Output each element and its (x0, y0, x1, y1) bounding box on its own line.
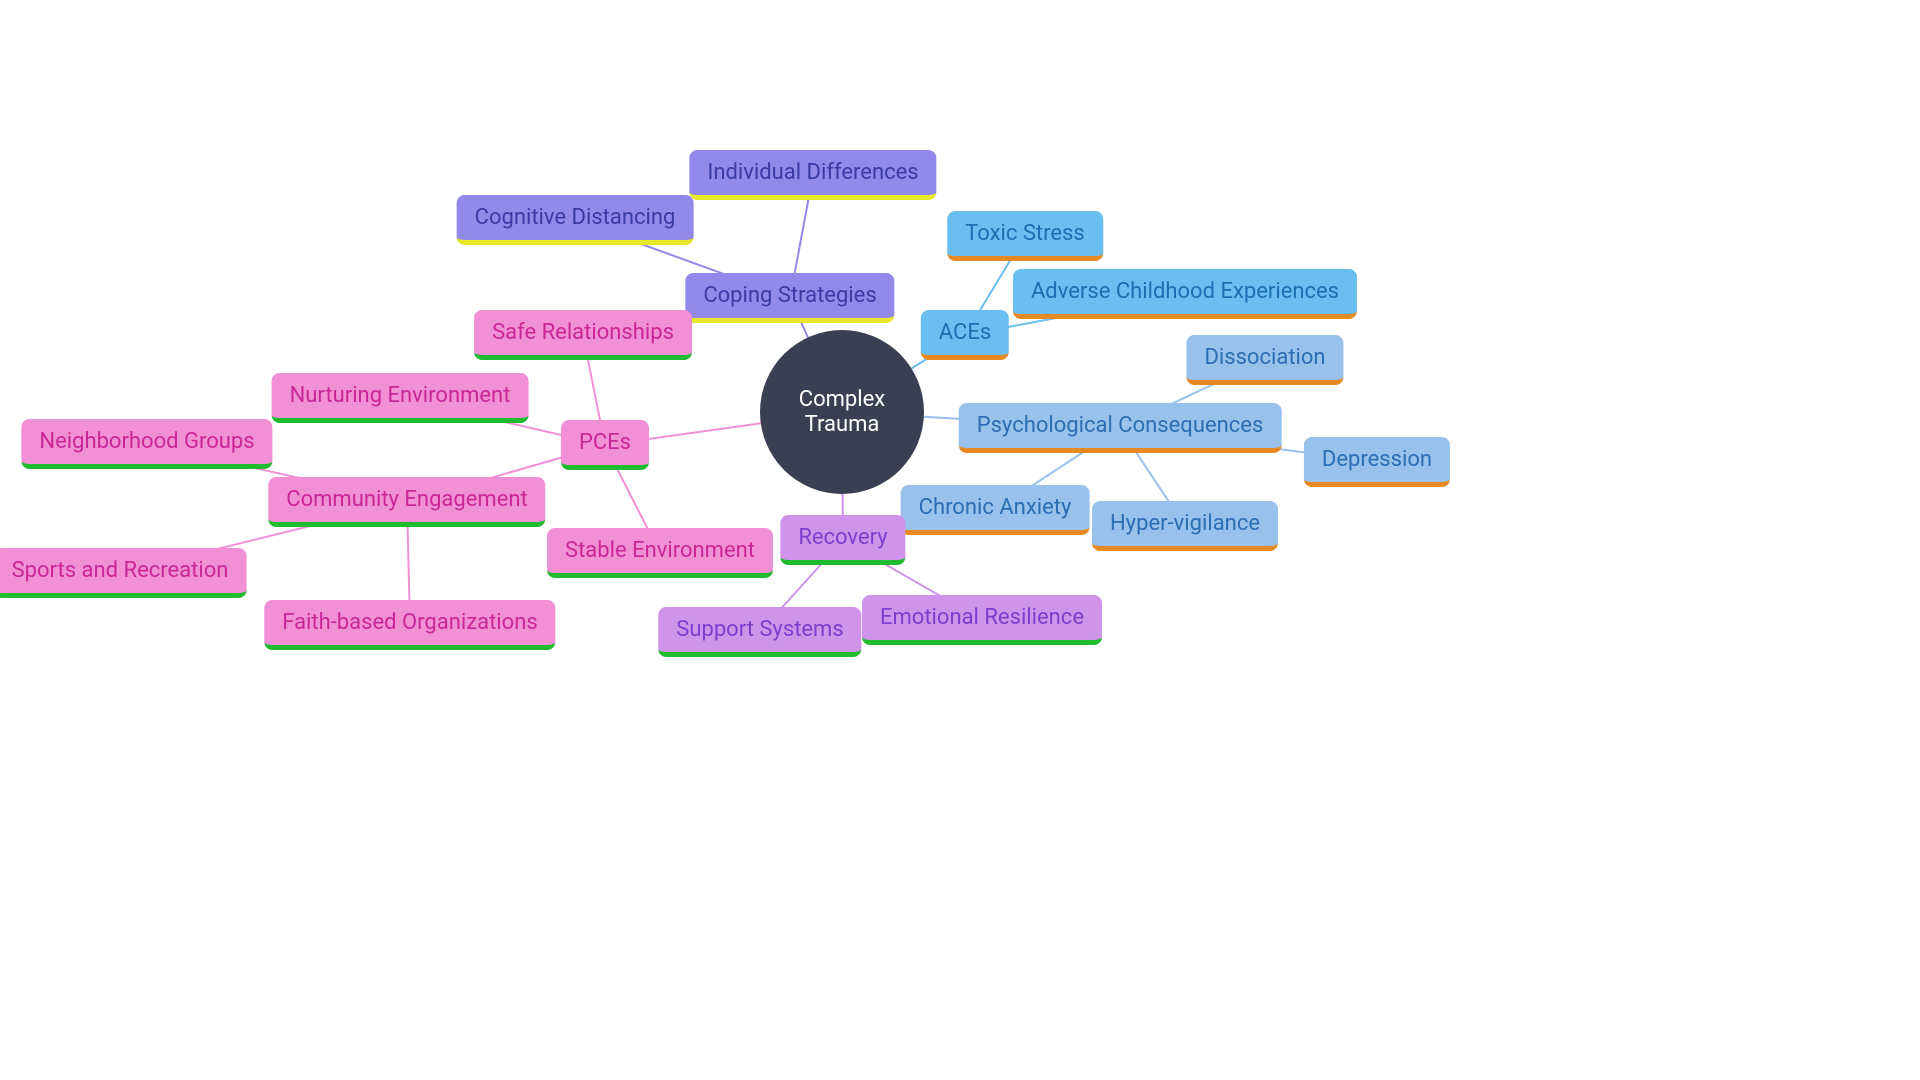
node-pces: PCEs (561, 420, 649, 470)
node-psych: Psychological Consequences (959, 403, 1282, 453)
node-individual: Individual Differences (689, 150, 936, 200)
node-support: Support Systems (658, 607, 861, 657)
node-coping: Coping Strategies (685, 273, 894, 323)
node-depress: Depression (1304, 437, 1450, 487)
node-adverse: Adverse Childhood Experiences (1013, 269, 1357, 319)
node-dissoc: Dissociation (1186, 335, 1343, 385)
node-community: Community Engagement (268, 477, 545, 527)
node-cognitive: Cognitive Distancing (457, 195, 694, 245)
node-emotional: Emotional Resilience (862, 595, 1102, 645)
node-faith: Faith-based Organizations (264, 600, 555, 650)
node-recovery: Recovery (780, 515, 905, 565)
node-nurture: Nurturing Environment (272, 373, 529, 423)
node-aces: ACEs (921, 310, 1009, 360)
node-safe: Safe Relationships (474, 310, 692, 360)
edges-layer (0, 0, 1920, 1080)
node-stable: Stable Environment (547, 528, 773, 578)
node-sports: Sports and Recreation (0, 548, 246, 598)
node-neighbor: Neighborhood Groups (21, 419, 272, 469)
node-anxiety: Chronic Anxiety (901, 485, 1090, 535)
center-node-complex-trauma: Complex Trauma (760, 330, 924, 494)
node-hyper: Hyper-vigilance (1092, 501, 1278, 551)
mindmap-canvas: Complex Trauma Coping Strategies Cognitiv… (0, 0, 1920, 1080)
node-toxic: Toxic Stress (947, 211, 1103, 261)
